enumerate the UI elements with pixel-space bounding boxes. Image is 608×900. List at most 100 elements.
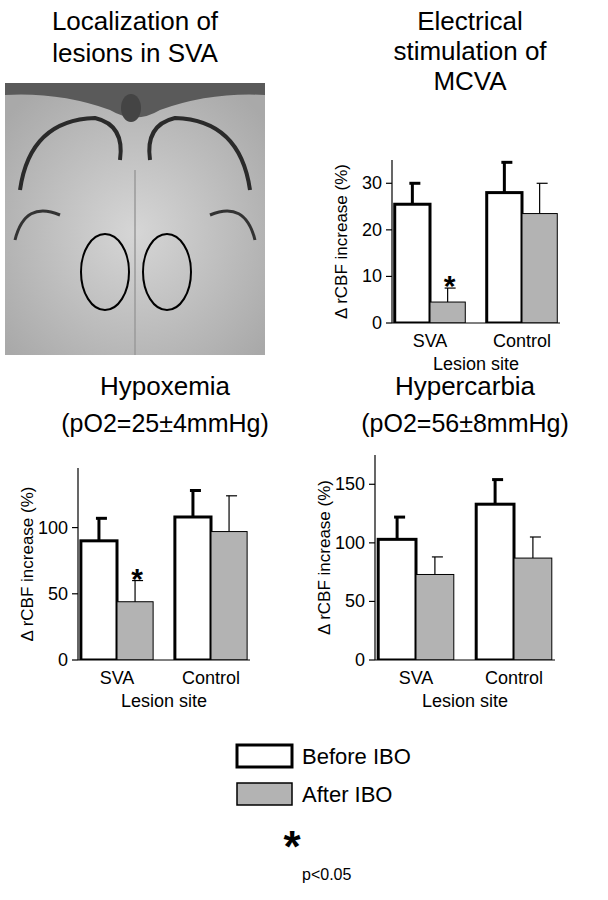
error-line bbox=[532, 537, 533, 558]
error-cap bbox=[492, 478, 503, 481]
x-axis-label: Lesion site bbox=[121, 691, 207, 711]
plot-area bbox=[81, 491, 247, 660]
error-line bbox=[97, 518, 100, 541]
legend-swatch bbox=[237, 783, 292, 805]
y-tick-label: 0 bbox=[372, 313, 382, 333]
error-line bbox=[434, 557, 435, 575]
chart-title-line: Hypoxemia bbox=[100, 371, 231, 401]
lesion-right bbox=[143, 234, 191, 310]
legend: Before IBOAfter IBO bbox=[237, 744, 411, 807]
bar bbox=[487, 193, 522, 323]
ventricle-right bbox=[210, 211, 255, 240]
series bbox=[430, 183, 557, 323]
y-axis-label: Δ rCBF increase (%) bbox=[18, 487, 37, 642]
annotations: * bbox=[444, 269, 456, 302]
error-line bbox=[539, 183, 540, 213]
bar bbox=[117, 602, 153, 660]
error-bar bbox=[394, 517, 405, 539]
error-cap bbox=[409, 182, 420, 185]
y-tick-label: 50 bbox=[345, 591, 365, 611]
bar bbox=[416, 574, 454, 660]
y-tick-label: 0 bbox=[58, 650, 68, 670]
chart: Electricalstimulation ofMCVA*0102030SVAC… bbox=[332, 6, 560, 374]
x-tick-label: SVA bbox=[100, 668, 135, 688]
plot-area bbox=[395, 162, 558, 323]
bar bbox=[175, 517, 211, 660]
y-tick-label: 100 bbox=[38, 518, 68, 538]
x-tick-label: SVA bbox=[413, 331, 448, 351]
error-bar bbox=[537, 183, 548, 213]
y-tick-label: 50 bbox=[48, 584, 68, 604]
error-line bbox=[228, 496, 229, 532]
bar bbox=[430, 302, 465, 323]
error-cap bbox=[226, 495, 237, 496]
bar bbox=[211, 532, 247, 660]
y-tick bbox=[72, 593, 78, 594]
chart-title-line: MCVA bbox=[433, 66, 507, 96]
y-axis bbox=[374, 455, 375, 660]
micrograph-bg bbox=[5, 83, 265, 355]
panel-title-line: lesions in SVA bbox=[52, 38, 218, 68]
y-tick bbox=[369, 601, 375, 602]
chart-title-line: Electrical bbox=[417, 6, 522, 36]
chart: Hypoxemia(pO2=25±4mmHg)*050100SVAControl… bbox=[18, 371, 269, 711]
significance-mark: * bbox=[131, 562, 143, 595]
error-bar bbox=[432, 557, 443, 575]
annotations: * bbox=[131, 562, 143, 595]
axes: 050100150SVAControlLesion siteΔ rCBF inc… bbox=[315, 455, 555, 711]
x-tick-label: Control bbox=[182, 668, 240, 688]
y-tick-label: 150 bbox=[335, 474, 365, 494]
series bbox=[416, 537, 552, 660]
chart-title-line: Hypercarbia bbox=[395, 371, 536, 401]
error-cap bbox=[190, 489, 201, 492]
error-cap bbox=[394, 516, 405, 519]
legend-swatch bbox=[237, 745, 292, 767]
error-bar bbox=[96, 518, 107, 541]
error-line bbox=[411, 183, 414, 204]
chart-title: Electricalstimulation ofMCVA bbox=[393, 6, 547, 96]
lesion-left bbox=[81, 234, 129, 310]
error-bar bbox=[409, 183, 420, 204]
micrograph bbox=[5, 83, 265, 355]
x-axis bbox=[375, 659, 555, 660]
error-bar bbox=[190, 491, 201, 517]
footnote: *p<0.05 bbox=[283, 822, 351, 883]
y-tick bbox=[369, 484, 375, 485]
y-tick bbox=[72, 659, 78, 660]
chart-title-line: stimulation of bbox=[393, 36, 547, 66]
bar bbox=[395, 204, 430, 323]
error-cap bbox=[432, 556, 443, 557]
error-bar bbox=[530, 537, 541, 558]
axes: 0 50 100 SVA Control Lesion site Δ rCBF increa… bbox=[18, 468, 250, 711]
y-axis-label: Δ rCBF increase (%) bbox=[332, 164, 351, 319]
bar bbox=[514, 558, 552, 660]
y-tick bbox=[386, 183, 392, 184]
figure: Localization oflesions in SVA Electricals… bbox=[0, 0, 608, 900]
midline bbox=[134, 170, 136, 355]
panel-title-line: Localization of bbox=[52, 6, 219, 36]
y-tick bbox=[386, 276, 392, 277]
bar bbox=[476, 504, 514, 660]
y-tick-label: 20 bbox=[362, 220, 382, 240]
error-line bbox=[191, 491, 194, 517]
chart: Hypercarbia (pO2=56±8mmHg) 050100150SVACon… bbox=[315, 371, 569, 711]
error-line bbox=[503, 162, 506, 192]
y-axis bbox=[391, 160, 392, 323]
x-axis-label: Lesion site bbox=[422, 691, 508, 711]
error-cap bbox=[537, 183, 548, 184]
panel-title: Localization oflesions in SVA bbox=[52, 6, 219, 68]
error-line bbox=[396, 517, 399, 539]
y-tick bbox=[369, 659, 375, 660]
hippocampus-right bbox=[149, 118, 250, 190]
axes: 0102030SVAControlLesion siteΔ rCBF incre… bbox=[332, 160, 560, 374]
series bbox=[395, 162, 522, 323]
chart-title: Hypercarbia bbox=[395, 371, 536, 401]
series bbox=[81, 491, 211, 660]
bar bbox=[81, 541, 117, 660]
y-tick bbox=[369, 542, 375, 543]
chart-subtitle: (pO2=56±8mmHg) bbox=[361, 409, 569, 437]
error-bar bbox=[492, 480, 503, 505]
error-cap bbox=[96, 517, 107, 520]
error-bar bbox=[226, 496, 237, 532]
pineal bbox=[121, 94, 141, 122]
